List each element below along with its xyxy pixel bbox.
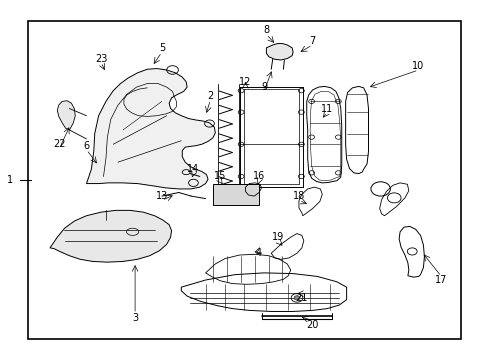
- Text: 11: 11: [321, 104, 333, 113]
- Text: 14: 14: [187, 164, 199, 174]
- Text: 2: 2: [207, 91, 213, 101]
- Text: 3: 3: [132, 312, 138, 323]
- Text: 23: 23: [95, 54, 107, 64]
- Text: 21: 21: [295, 293, 307, 303]
- Text: 5: 5: [159, 43, 164, 53]
- Text: 18: 18: [292, 191, 305, 201]
- Bar: [212, 184, 259, 205]
- Polygon shape: [266, 44, 292, 60]
- Text: 17: 17: [434, 275, 447, 285]
- Text: 16: 16: [252, 171, 264, 181]
- Text: 19: 19: [272, 232, 284, 242]
- Text: 10: 10: [411, 62, 424, 71]
- Text: 9: 9: [261, 82, 266, 92]
- Text: 1: 1: [7, 175, 13, 185]
- Circle shape: [293, 296, 299, 300]
- Bar: [28, 21, 460, 339]
- Text: 22: 22: [53, 139, 66, 149]
- Text: 4: 4: [256, 248, 262, 258]
- Polygon shape: [57, 101, 75, 130]
- Text: 20: 20: [306, 320, 318, 330]
- Text: 8: 8: [263, 25, 269, 35]
- Text: 15: 15: [214, 171, 226, 181]
- Text: 7: 7: [309, 36, 315, 46]
- Text: 12: 12: [239, 77, 251, 87]
- Text: 13: 13: [155, 191, 167, 201]
- Polygon shape: [86, 68, 215, 189]
- Text: 6: 6: [83, 141, 89, 151]
- Polygon shape: [50, 210, 171, 262]
